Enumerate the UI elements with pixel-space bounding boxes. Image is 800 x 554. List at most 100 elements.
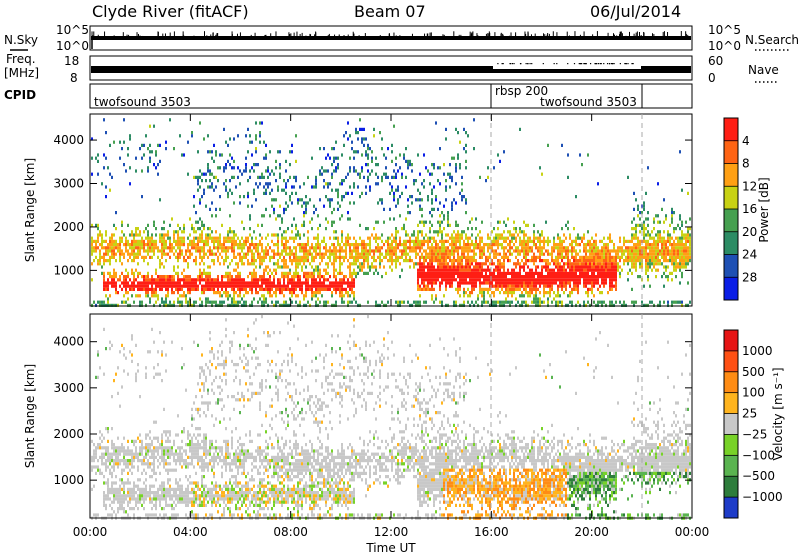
power-cell <box>445 262 447 266</box>
power-cell <box>453 243 455 247</box>
power-cell <box>235 284 237 288</box>
power-cell <box>113 268 115 272</box>
power-cell <box>335 140 337 144</box>
power-cell <box>221 255 223 259</box>
power-cell <box>597 281 599 285</box>
power-cell <box>231 175 233 179</box>
power-cell <box>175 239 177 243</box>
power-cell <box>331 249 333 253</box>
power-cell <box>257 246 259 250</box>
power-cell <box>495 275 497 279</box>
station-title: Clyde River (fitACF) <box>92 2 249 21</box>
power-cell <box>255 121 257 125</box>
power-cell <box>515 278 517 282</box>
power-cell <box>329 259 331 263</box>
power-cell <box>639 255 641 259</box>
power-cell <box>429 172 431 176</box>
power-cell <box>679 249 681 253</box>
power-cell <box>421 214 423 218</box>
power-cell <box>91 252 93 256</box>
power-cell <box>285 275 287 279</box>
power-cell <box>589 255 591 259</box>
power-cell <box>213 252 215 256</box>
power-cell <box>583 284 585 288</box>
power-cell <box>421 287 423 291</box>
power-cell <box>417 243 419 247</box>
power-cell <box>453 239 455 243</box>
power-cell <box>163 281 165 285</box>
power-cell <box>377 175 379 179</box>
power-cell <box>155 278 157 282</box>
power-cell <box>317 287 319 291</box>
power-cell <box>197 236 199 240</box>
power-cell <box>431 271 433 275</box>
power-cell <box>193 287 195 291</box>
power-cell <box>101 246 103 250</box>
power-cell <box>281 265 283 269</box>
power-cell <box>283 287 285 291</box>
power-cell <box>613 249 615 253</box>
power-cell <box>529 291 531 295</box>
power-cell <box>307 201 309 205</box>
power-cell <box>201 172 203 176</box>
power-cell <box>553 271 555 275</box>
power-cell <box>213 287 215 291</box>
power-cell <box>113 281 115 285</box>
power-cell <box>311 287 313 291</box>
power-cell <box>307 230 309 234</box>
power-cell <box>653 255 655 259</box>
power-cell <box>589 303 591 307</box>
velocity-cell <box>109 347 111 351</box>
power-cell <box>515 230 517 234</box>
power-cell <box>173 239 175 243</box>
power-cell <box>483 287 485 291</box>
power-cell <box>335 281 337 285</box>
power-cell <box>155 239 157 243</box>
power-cell <box>409 239 411 243</box>
power-cell <box>307 249 309 253</box>
velocity-cell <box>113 449 115 453</box>
power-cell <box>445 185 447 189</box>
power-cell <box>491 275 493 279</box>
power-cell <box>323 239 325 243</box>
power-cell <box>493 243 495 247</box>
cpid-segment-1: twofsound 3503 <box>94 95 191 109</box>
power-cell <box>653 265 655 269</box>
power-cell <box>679 239 681 243</box>
power-cell <box>571 249 573 253</box>
power-cell <box>235 262 237 266</box>
power-cell <box>473 278 475 282</box>
power-cell <box>221 249 223 253</box>
power-cell <box>573 255 575 259</box>
power-cell <box>481 294 483 298</box>
power-cell <box>475 278 477 282</box>
power-cell <box>105 230 107 234</box>
power-cell <box>199 236 201 240</box>
power-cell <box>99 300 101 304</box>
power-cell <box>275 291 277 295</box>
power-cell <box>523 275 525 279</box>
power-cell <box>421 262 423 266</box>
power-cell <box>615 255 617 259</box>
power-cell <box>231 230 233 234</box>
power-cell <box>599 239 601 243</box>
power-cell <box>259 265 261 269</box>
power-cell <box>481 265 483 269</box>
power-cell <box>385 271 387 275</box>
power-cell <box>461 255 463 259</box>
power-cell <box>205 236 207 240</box>
power-cell <box>633 249 635 253</box>
power-cell <box>355 131 357 135</box>
power-cell <box>489 294 491 298</box>
power-cell <box>421 268 423 272</box>
power-cell <box>587 271 589 275</box>
power-cell <box>277 233 279 237</box>
power-cell <box>521 300 523 304</box>
power-cell <box>515 287 517 291</box>
power-cell <box>235 185 237 189</box>
power-cell <box>625 259 627 263</box>
power-cell <box>623 262 625 266</box>
power-cell <box>449 275 451 279</box>
power-cell <box>105 287 107 291</box>
velocity-cell <box>105 497 107 501</box>
